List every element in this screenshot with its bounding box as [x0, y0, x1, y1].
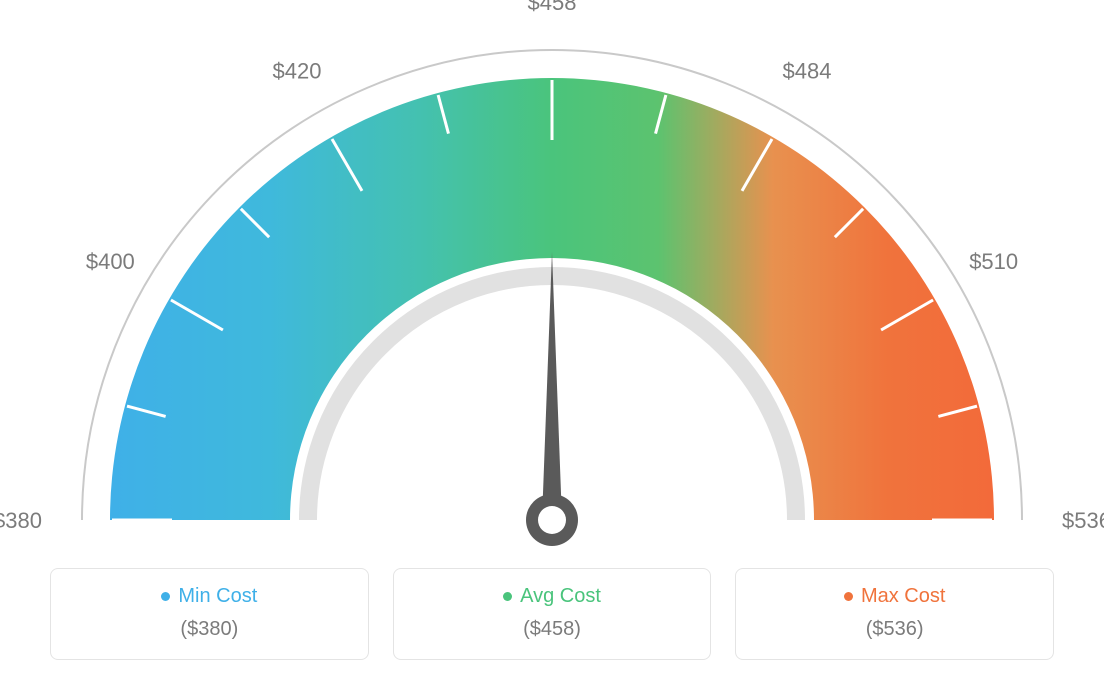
gauge-needle — [542, 252, 562, 520]
tick-label: $536 — [1062, 508, 1104, 533]
legend-card-max: Max Cost ($536) — [735, 568, 1054, 660]
legend-card-avg: Avg Cost ($458) — [393, 568, 712, 660]
legend-value-max: ($536) — [756, 618, 1033, 641]
tick-label: $400 — [86, 249, 135, 274]
legend-label-max: Max Cost — [861, 585, 945, 608]
gauge-area: $380 $400 $420 $458 $484 $510 $536 — [0, 0, 1104, 560]
tick-label: $380 — [0, 508, 42, 533]
dot-icon — [503, 592, 512, 601]
dot-icon — [844, 592, 853, 601]
legend-label-avg: Avg Cost — [520, 585, 601, 608]
tick-label: $484 — [783, 58, 832, 83]
tick-label: $458 — [528, 0, 577, 15]
legend-title-min: Min Cost — [71, 585, 348, 608]
cost-gauge-chart: { "gauge": { "type": "gauge", "min_value… — [0, 0, 1104, 690]
tick-label: $420 — [273, 58, 322, 83]
legend-value-avg: ($458) — [414, 618, 691, 641]
tick-label: $510 — [969, 249, 1018, 274]
legend-card-min: Min Cost ($380) — [50, 568, 369, 660]
gauge-svg: $380 $400 $420 $458 $484 $510 $536 — [0, 0, 1104, 560]
legend-title-max: Max Cost — [756, 585, 1033, 608]
legend-row: Min Cost ($380) Avg Cost ($458) Max Cost… — [0, 568, 1104, 660]
legend-label-min: Min Cost — [178, 585, 257, 608]
dot-icon — [161, 592, 170, 601]
legend-title-avg: Avg Cost — [414, 585, 691, 608]
legend-value-min: ($380) — [71, 618, 348, 641]
